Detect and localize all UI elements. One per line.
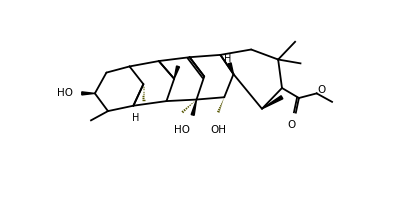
Text: HO: HO xyxy=(174,125,190,135)
Polygon shape xyxy=(174,66,180,79)
Text: HO: HO xyxy=(56,88,73,98)
Polygon shape xyxy=(82,92,95,95)
Text: O: O xyxy=(317,85,325,95)
Text: H: H xyxy=(225,54,232,64)
Polygon shape xyxy=(262,96,283,109)
Polygon shape xyxy=(228,63,234,74)
Text: O: O xyxy=(287,120,295,130)
Text: OH: OH xyxy=(211,125,227,135)
Text: H: H xyxy=(132,113,139,123)
Polygon shape xyxy=(191,99,197,115)
